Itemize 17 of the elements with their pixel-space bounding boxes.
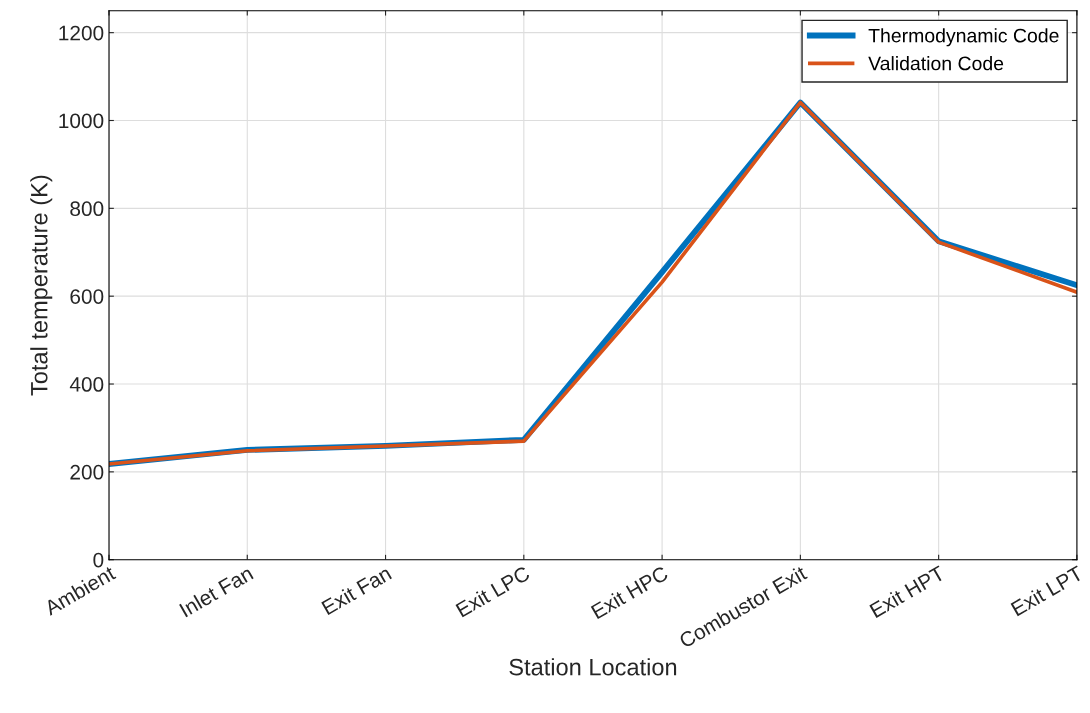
- x-tick-label: Exit Fan: [320, 565, 393, 616]
- x-tick-label: Exit LPC: [455, 564, 531, 618]
- y-tick-label: 200: [70, 464, 104, 480]
- y-tick-label: 1000: [59, 113, 104, 129]
- y-tick-label: 1200: [59, 25, 104, 41]
- x-tick-label: Inlet Fan: [178, 565, 254, 618]
- y-tick-label: 800: [70, 201, 104, 217]
- legend-label: Validation Code: [868, 56, 1004, 71]
- x-tick-label: Exit LPT: [1010, 564, 1085, 617]
- x-tick-label: Exit HPC: [590, 564, 670, 620]
- y-tick-label: 400: [69, 377, 104, 392]
- y-axis-title: Total temperature (K): [30, 175, 53, 396]
- x-tick-label: Exit HPT: [868, 564, 946, 619]
- legend-label: Thermodynamic Code: [868, 28, 1059, 47]
- y-tick-label: 600: [70, 289, 104, 304]
- y-tick-label: 0: [93, 552, 104, 568]
- x-axis-title: Station Location: [509, 658, 677, 676]
